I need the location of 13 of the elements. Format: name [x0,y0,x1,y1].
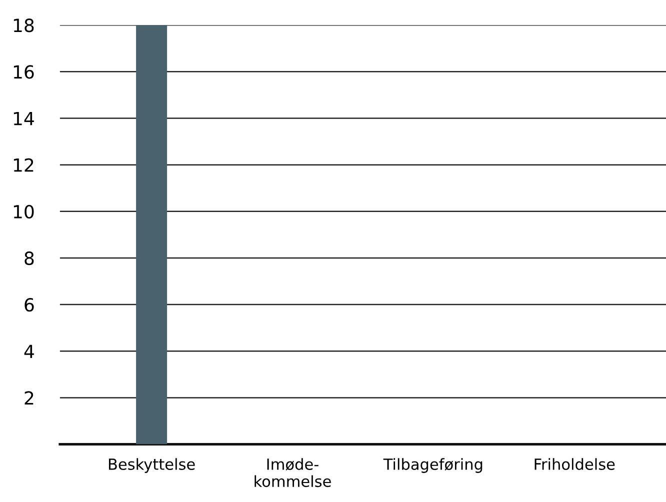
y-tick-label: 4 [24,344,34,358]
y-tick-label: 14 [14,112,34,126]
y-tick-label: 10 [14,204,34,219]
y-tick-label: 2 [24,391,34,405]
y-tick-label: 12 [14,158,34,172]
x-tick-label: Imøde- kommelse [254,458,331,488]
x-tick-label: Beskyttelse [108,458,195,473]
y-tick-label: 16 [14,65,34,79]
x-tick-label: Tilbageføring [383,458,482,473]
x-tick-label: Friholdelse [534,458,615,470]
y-tick-label: 6 [24,298,34,312]
y-tick-label: 8 [24,251,34,266]
y-tick-label: 18 [14,18,34,32]
